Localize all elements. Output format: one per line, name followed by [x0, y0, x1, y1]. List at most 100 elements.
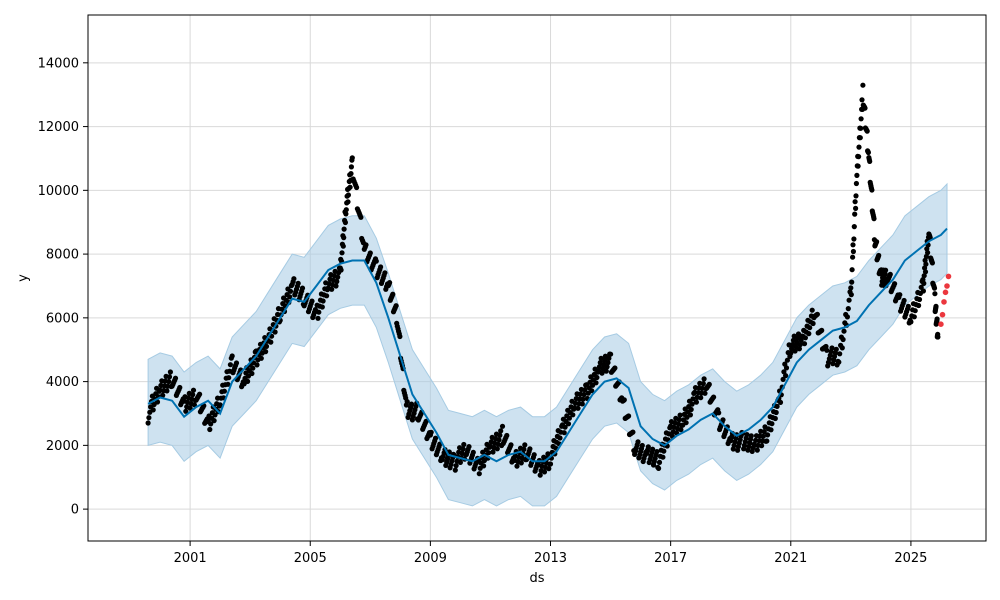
x-axis-ticks: 2001 2005 2009 2013 2017 2021 2025 [174, 541, 927, 566]
observed-point [408, 401, 415, 407]
observed-point [212, 412, 218, 418]
observed-point [829, 345, 835, 351]
observed-point [901, 297, 907, 304]
observed-point [461, 441, 467, 448]
observed-point [580, 396, 586, 402]
x-tick-label: 2005 [294, 551, 327, 566]
observed-point [504, 432, 510, 439]
observed-point [428, 429, 434, 435]
x-tick-label: 2013 [534, 551, 567, 566]
observed-point [925, 250, 931, 256]
observed-point [635, 439, 641, 445]
observed-point [689, 401, 695, 407]
observed-point [912, 308, 918, 314]
observed-point [849, 279, 855, 285]
observed-point [387, 280, 393, 286]
observed-point [852, 211, 858, 217]
observed-point [334, 278, 340, 285]
y-tick-label: 12000 [38, 120, 79, 135]
observed-point [390, 291, 396, 297]
observed-point [319, 304, 325, 310]
observed-point [466, 444, 472, 450]
observed-point [508, 442, 514, 448]
observed-point [850, 248, 857, 255]
observed-point [562, 424, 568, 430]
uncertainty-band-layer [147, 182, 948, 507]
observed-point [876, 252, 882, 259]
observed-point [856, 144, 862, 150]
observed-point [848, 285, 854, 291]
observed-point [229, 353, 235, 359]
observed-point [773, 409, 779, 416]
observed-point [916, 302, 922, 309]
observed-point [582, 387, 588, 393]
observed-point [345, 199, 351, 205]
observed-point [345, 192, 351, 198]
observed-point [701, 376, 707, 382]
observed-point [716, 410, 722, 416]
observed-point [923, 261, 929, 267]
observed-point [807, 325, 813, 331]
observed-point [700, 381, 706, 387]
observed-point [676, 417, 682, 423]
observed-point [338, 267, 344, 273]
observed-point [250, 365, 256, 371]
observed-point [797, 342, 803, 348]
highlight-points-layer [938, 273, 952, 328]
observed-point [851, 236, 857, 242]
observed-point [579, 401, 585, 407]
x-axis-label: ds [529, 571, 544, 586]
observed-point [883, 267, 889, 273]
observed-point [608, 351, 614, 357]
observed-point [561, 430, 567, 436]
observed-point [589, 388, 595, 394]
observed-point [764, 438, 770, 444]
observed-point [934, 316, 940, 322]
highlight-point [939, 311, 946, 318]
observed-point [920, 288, 927, 294]
observed-point [320, 298, 326, 304]
observed-point [397, 333, 403, 340]
observed-point [341, 235, 347, 241]
observed-point [160, 392, 166, 398]
observed-point [874, 239, 880, 245]
observed-point [768, 427, 774, 433]
highlight-point [945, 273, 952, 280]
observed-point [867, 158, 873, 164]
highlight-point [938, 321, 944, 328]
observed-point [537, 472, 543, 478]
observed-point [605, 360, 611, 366]
observed-point [287, 294, 293, 300]
observed-point [476, 471, 482, 477]
observed-point [333, 283, 339, 289]
observed-point [650, 446, 656, 452]
observed-point [931, 285, 938, 291]
observed-point [848, 292, 854, 298]
observed-point [759, 443, 765, 449]
y-axis-ticks: 0 2000 4000 6000 8000 10000 12000 14000 [38, 56, 88, 518]
observed-point [575, 405, 581, 411]
observed-point [774, 403, 780, 409]
observed-point [801, 341, 808, 347]
observed-point [645, 444, 651, 450]
observed-point [845, 306, 851, 312]
observed-point [841, 328, 847, 334]
observed-point [339, 250, 345, 256]
observed-point [460, 446, 466, 452]
observed-point [865, 149, 872, 156]
observed-point [486, 450, 492, 456]
observed-point [840, 336, 846, 343]
observed-point [853, 193, 859, 199]
observed-point [854, 172, 860, 178]
observed-point [853, 180, 860, 187]
observed-point [916, 296, 923, 303]
observed-point [146, 415, 152, 421]
observed-point [354, 184, 360, 191]
observed-point [287, 288, 294, 294]
plot-frame [87, 14, 987, 542]
x-tick-label: 2009 [414, 551, 447, 566]
y-tick-label: 6000 [46, 311, 79, 326]
observed-point [814, 311, 821, 317]
y-tick-label: 8000 [46, 248, 79, 263]
observed-points-layer [145, 82, 941, 478]
